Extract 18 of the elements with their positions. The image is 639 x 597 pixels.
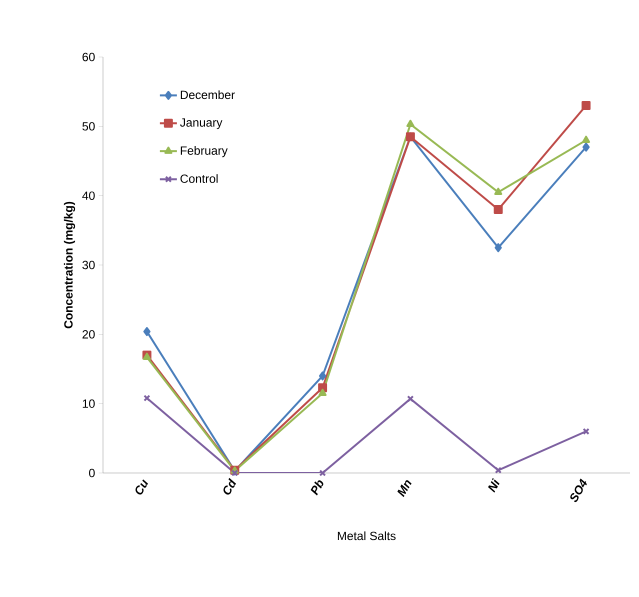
y-axis-title: Concentration (mg/kg) — [64, 202, 76, 328]
legend-label: December — [180, 90, 235, 100]
y-tick-label: 50 — [82, 122, 95, 131]
x-tick-label: Cu — [136, 479, 148, 495]
y-tick-label: 60 — [82, 52, 95, 62]
legend-label: Control — [180, 174, 218, 183]
y-tick-label: 40 — [82, 191, 95, 200]
x-tick-label: Mn — [397, 480, 412, 498]
legend-label: February — [180, 146, 228, 158]
y-tick-label: 0 — [89, 468, 95, 478]
x-axis-title: Metal Salts — [338, 531, 396, 540]
y-tick-label: 10 — [82, 399, 95, 408]
y-tick-label: 20 — [82, 330, 95, 339]
x-tick-label: Pb — [310, 480, 324, 496]
legend-label: January — [180, 118, 222, 130]
x-tick-label: Ni — [488, 478, 500, 493]
y-tick-label: 30 — [82, 260, 95, 270]
x-tick-label: Cd — [223, 478, 236, 495]
